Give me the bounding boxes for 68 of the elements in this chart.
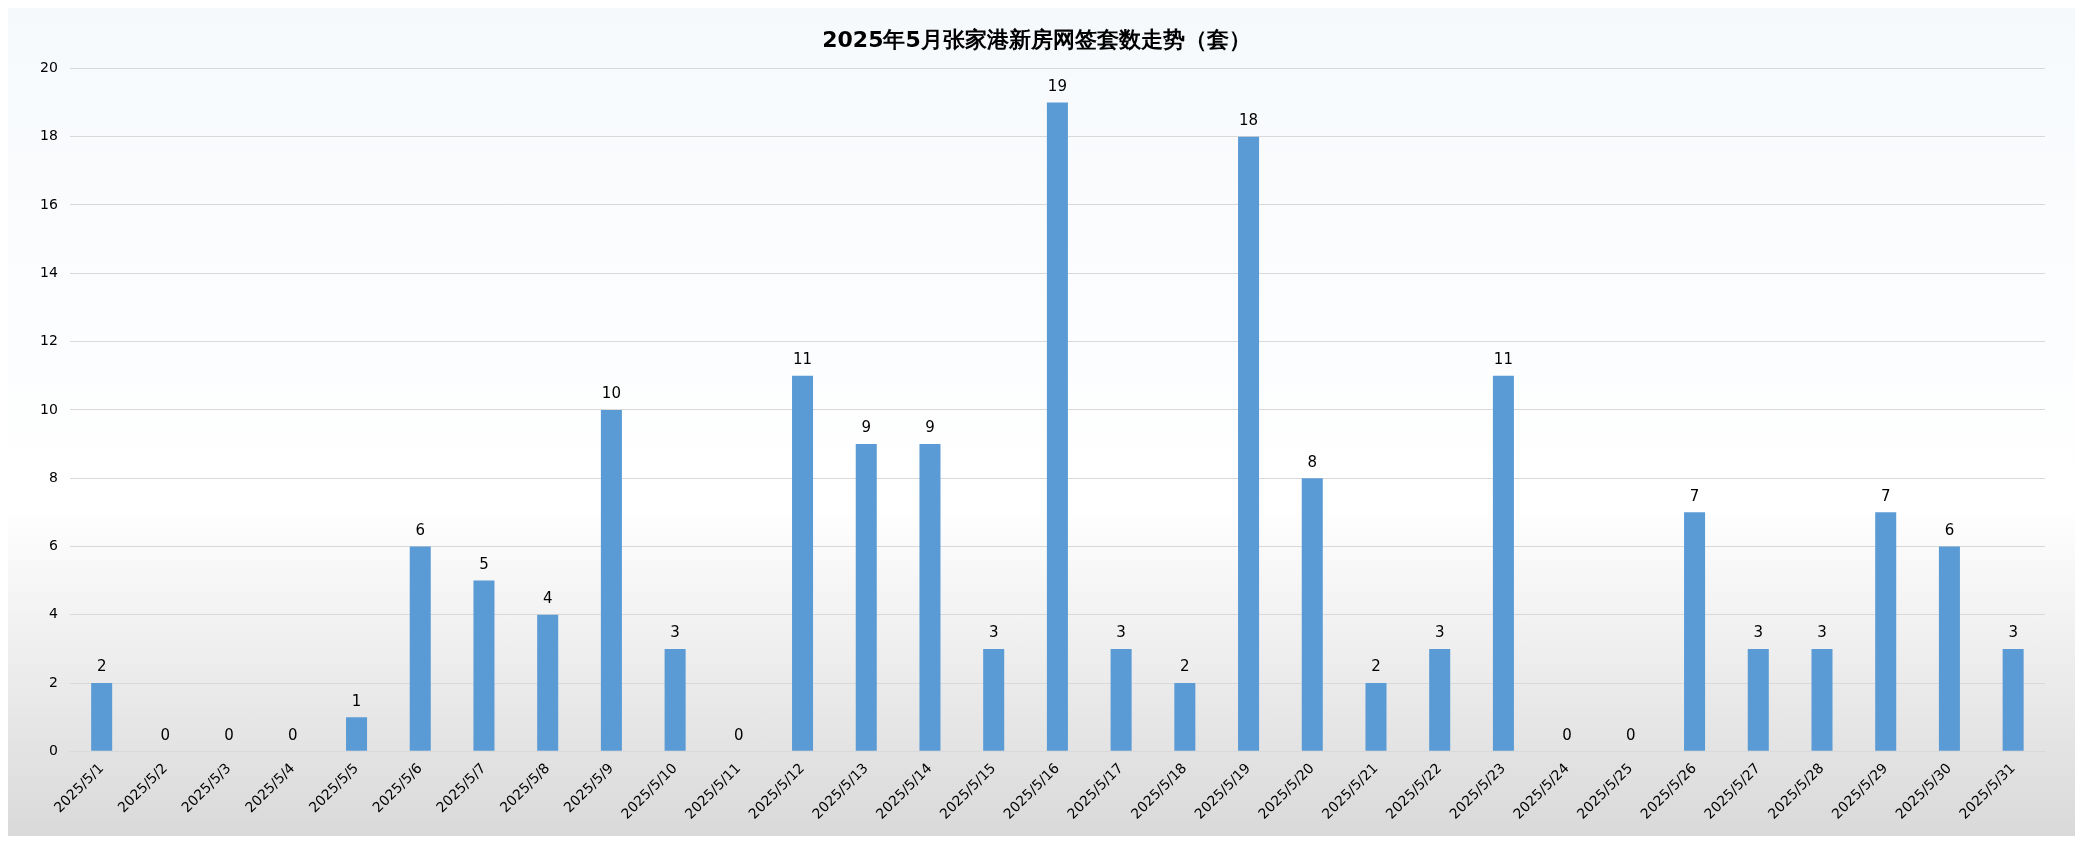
y-tick-label: 8: [48, 468, 58, 485]
bar: [1365, 683, 1387, 751]
data-label: 10: [601, 384, 621, 403]
y-tick-label: 10: [39, 400, 58, 417]
data-label: 0: [288, 725, 298, 744]
y-tick-label: 0: [48, 742, 58, 758]
bar: [1110, 648, 1132, 751]
data-label: 3: [1753, 623, 1764, 642]
data-label: 19: [1047, 76, 1067, 95]
data-label: 0: [734, 725, 744, 744]
data-label: 5: [479, 555, 489, 574]
bar: [855, 444, 877, 751]
bar: [409, 546, 431, 751]
bar: [1811, 648, 1833, 751]
y-tick-label: 12: [39, 332, 58, 349]
data-label: 11: [1493, 350, 1513, 369]
bar: [1938, 546, 1960, 751]
data-label: 3: [1817, 623, 1827, 642]
data-label: 6: [1944, 520, 1955, 539]
bar: [600, 409, 622, 751]
bar: [1301, 478, 1323, 751]
y-tick-label: 14: [39, 263, 58, 280]
y-tick-label: 2: [48, 673, 58, 690]
bar: [919, 444, 941, 751]
data-label: 2: [1371, 657, 1381, 676]
y-tick-label: 20: [39, 59, 58, 76]
y-tick-label: 16: [39, 195, 58, 212]
data-label: 2: [96, 657, 107, 676]
data-label: 0: [1562, 725, 1572, 744]
data-label: 7: [1880, 486, 1891, 505]
data-label: 9: [861, 418, 872, 437]
bar: [792, 375, 814, 751]
data-label: 0: [224, 725, 234, 744]
data-label: 3: [670, 623, 680, 642]
data-label: 8: [1307, 452, 1318, 471]
bar: [1492, 375, 1514, 751]
data-label: 4: [542, 589, 553, 608]
bar: [91, 683, 113, 751]
bar: [473, 580, 495, 751]
data-label: 3: [988, 623, 999, 642]
data-label: 1: [351, 691, 362, 710]
bar: [1875, 512, 1897, 751]
y-tick-label: 6: [48, 537, 58, 554]
bar: [1174, 683, 1196, 751]
data-label: 0: [1626, 725, 1636, 744]
data-label: 9: [925, 418, 935, 437]
data-label: 3: [2008, 623, 2018, 642]
chart-title: 2025年5月张家港新房网签套数走势（套）: [822, 26, 1251, 52]
data-label: 18: [1239, 111, 1259, 130]
bar: [1747, 648, 1769, 751]
bar: [2002, 648, 2024, 751]
bar: [537, 614, 559, 751]
data-label: 0: [160, 725, 171, 744]
bar: [983, 648, 1005, 751]
data-label: 3: [1434, 623, 1445, 642]
bar: [1238, 136, 1260, 751]
data-label: 3: [1116, 623, 1126, 642]
bar: [664, 648, 686, 751]
bar: [1046, 102, 1068, 751]
y-tick-label: 4: [48, 605, 58, 622]
bar: [1429, 648, 1451, 751]
data-label: 7: [1689, 486, 1700, 505]
y-tick-label: 18: [39, 127, 58, 144]
bar: [1684, 512, 1706, 751]
bar: [346, 717, 368, 751]
data-label: 6: [415, 520, 426, 539]
data-label: 11: [793, 350, 813, 369]
data-label: 2: [1180, 657, 1190, 676]
